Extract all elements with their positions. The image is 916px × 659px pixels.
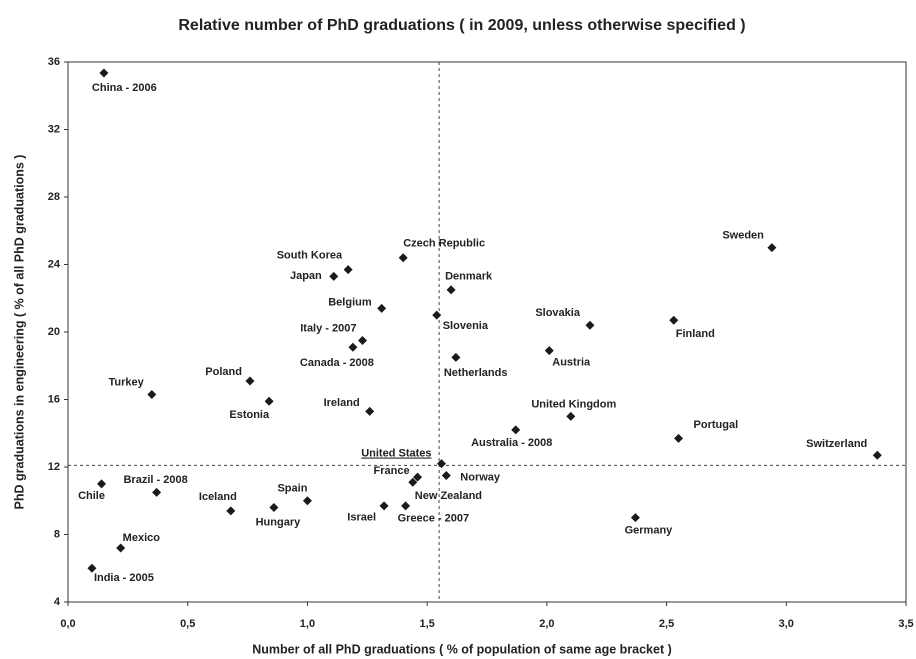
x-tick-label: 3,0 xyxy=(779,618,794,630)
x-tick-label: 2,5 xyxy=(659,618,674,630)
point xyxy=(398,253,408,263)
y-tick-label: 4 xyxy=(54,596,61,608)
point xyxy=(566,411,576,421)
point xyxy=(226,506,236,516)
point xyxy=(446,285,456,295)
point-label: Ireland xyxy=(324,397,360,409)
x-tick-label: 3,5 xyxy=(898,618,913,630)
y-tick-label: 28 xyxy=(48,191,60,203)
point xyxy=(343,265,353,275)
point xyxy=(348,342,358,352)
point-label: Switzerland xyxy=(806,438,867,450)
point xyxy=(329,271,339,281)
point-label: United States xyxy=(361,448,431,460)
point-label: Spain xyxy=(277,483,307,495)
point-label: New Zealand xyxy=(415,490,482,502)
point-label: United Kingdom xyxy=(531,398,616,410)
point xyxy=(511,425,521,435)
point-label: Iceland xyxy=(199,491,237,503)
x-tick-label: 1,0 xyxy=(300,618,315,630)
y-tick-label: 8 xyxy=(54,528,60,540)
point-label: Chile xyxy=(78,490,105,502)
point xyxy=(264,396,274,406)
point xyxy=(674,433,684,443)
point xyxy=(437,459,447,469)
point-label: Poland xyxy=(205,366,242,378)
point xyxy=(152,487,162,497)
point xyxy=(413,472,423,482)
y-tick-label: 16 xyxy=(48,393,60,405)
point xyxy=(401,501,411,511)
point xyxy=(116,543,126,553)
x-tick-label: 0,5 xyxy=(180,618,195,630)
point-label: Mexico xyxy=(123,532,161,544)
point-label: Netherlands xyxy=(444,367,508,379)
point-label: India - 2005 xyxy=(94,572,154,584)
point-label: Japan xyxy=(290,270,322,282)
point xyxy=(441,470,451,480)
point xyxy=(269,503,279,512)
point xyxy=(669,315,679,325)
point xyxy=(147,389,157,399)
point-label: Slovenia xyxy=(443,320,489,332)
y-tick-label: 32 xyxy=(48,123,60,135)
point xyxy=(630,513,640,523)
point-label: Slovakia xyxy=(535,307,581,319)
x-tick-label: 1,5 xyxy=(419,618,434,630)
point xyxy=(432,310,442,320)
point xyxy=(87,563,97,573)
point xyxy=(585,320,595,330)
point xyxy=(357,335,367,345)
point-label: Norway xyxy=(460,471,501,483)
point xyxy=(377,303,387,313)
chart-title: Relative number of PhD graduations ( in … xyxy=(178,17,745,34)
point-label: Sweden xyxy=(722,230,764,242)
y-tick-label: 12 xyxy=(48,461,60,473)
y-tick-label: 24 xyxy=(48,258,61,270)
y-axis-label: PhD graduations in engineering ( % of al… xyxy=(12,155,26,510)
point-label: Brazil - 2008 xyxy=(123,474,187,486)
point xyxy=(379,501,389,511)
point xyxy=(365,406,375,416)
point-label: Greece - 2007 xyxy=(398,513,470,525)
point-label: Germany xyxy=(625,525,674,537)
point xyxy=(451,352,461,362)
y-tick-label: 20 xyxy=(48,326,60,338)
point-label: Portugal xyxy=(694,419,739,431)
point-label: Estonia xyxy=(229,409,270,421)
point-label: Italy - 2007 xyxy=(300,322,356,334)
point-label: Australia - 2008 xyxy=(471,437,552,449)
point-label: Austria xyxy=(552,356,591,368)
point-label: Belgium xyxy=(328,296,372,308)
x-tick-label: 0,0 xyxy=(60,618,75,630)
point-label: Finland xyxy=(676,328,715,340)
point-label: China - 2006 xyxy=(92,82,157,94)
point xyxy=(99,68,109,78)
point xyxy=(97,479,107,489)
point xyxy=(245,376,255,386)
point xyxy=(872,450,882,460)
point xyxy=(767,243,777,253)
point xyxy=(408,477,418,487)
point xyxy=(544,346,554,356)
point-label: Israel xyxy=(347,512,376,524)
point-label: Denmark xyxy=(445,271,493,283)
point-label: Czech Republic xyxy=(403,238,485,250)
point-label: South Korea xyxy=(277,249,343,261)
x-tick-label: 2,0 xyxy=(539,618,554,630)
point-label: Hungary xyxy=(256,516,302,528)
point xyxy=(302,496,312,506)
x-axis-label: Number of all PhD graduations ( % of pop… xyxy=(252,642,672,656)
point-label: France xyxy=(373,465,409,477)
point-label: Turkey xyxy=(109,376,145,388)
point-label: Canada - 2008 xyxy=(300,357,374,369)
y-tick-label: 36 xyxy=(48,56,60,68)
